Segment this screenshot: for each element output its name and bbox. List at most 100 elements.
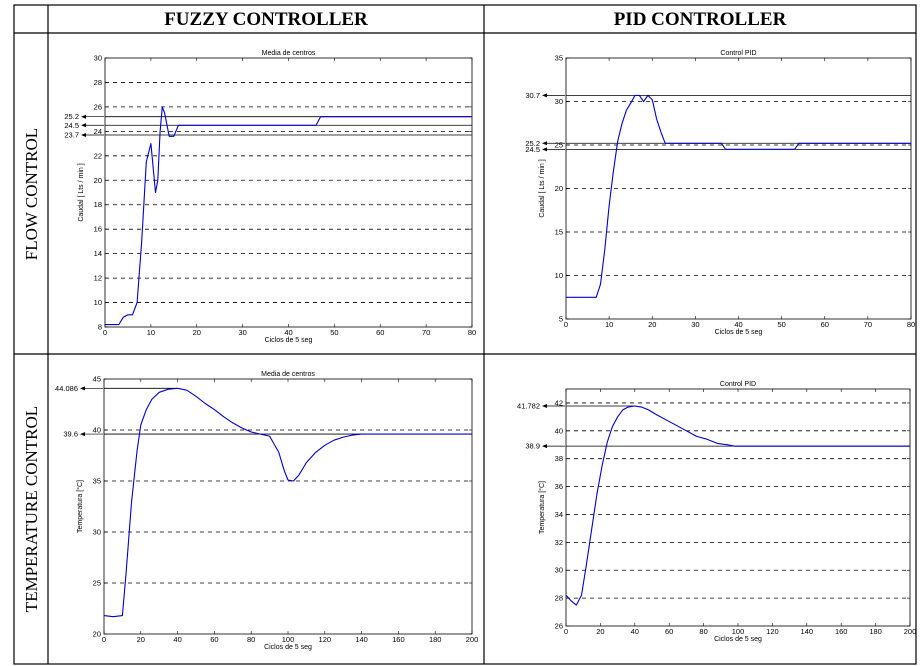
x-tick-label: 140 <box>801 627 814 636</box>
x-tick-label: 20 <box>137 635 145 644</box>
y-tick-label: 42 <box>555 398 563 407</box>
x-axis-label: Ciclos de 5 seg <box>265 337 313 344</box>
x-axis-label: Ciclos de 5 seg <box>714 636 762 643</box>
column-header-fuzzy: FUZZY CONTROLLER <box>164 9 368 30</box>
chart-title: Media de centros <box>261 371 315 378</box>
x-tick-label: 80 <box>468 328 476 337</box>
y-tick-label: 40 <box>555 426 563 435</box>
x-tick-label: 50 <box>330 328 338 337</box>
chart-title: Control PID <box>720 381 756 388</box>
table-borders <box>13 4 917 665</box>
x-tick-label: 200 <box>466 635 479 644</box>
x-tick-label: 60 <box>665 627 673 636</box>
y-tick-label: 38 <box>555 454 563 463</box>
y-axis-label: Temperatura [°C] <box>538 481 546 534</box>
x-tick-label: 0 <box>564 320 568 329</box>
x-tick-label: 180 <box>869 627 882 636</box>
annotation-label: 25.2 <box>525 139 540 148</box>
x-tick-label: 50 <box>777 320 785 329</box>
annotation-arrowhead <box>542 141 547 146</box>
annotation-label: 24.5 <box>64 121 79 130</box>
annotation-label: 39.6 <box>63 430 78 439</box>
x-tick-label: 100 <box>282 635 295 644</box>
x-tick-label: 60 <box>376 328 384 337</box>
x-tick-label: 140 <box>355 635 368 644</box>
annotation-label: 41.782 <box>517 401 540 410</box>
chart-temperature-pid: 26 28 30 32 34 36 38 40 42 0 20 40 60 80 100 120 140 160 1… <box>517 381 916 643</box>
y-tick-label: 45 <box>93 375 101 384</box>
y-tick-label: 16 <box>94 225 102 234</box>
y-tick-label: 35 <box>555 54 563 63</box>
series-line <box>105 106 472 326</box>
x-tick-label: 80 <box>247 635 255 644</box>
y-axis-label: Temperatura [°C] <box>76 480 84 533</box>
y-tick-label: 30 <box>93 528 101 537</box>
y-tick-label: 34 <box>555 510 563 519</box>
annotation-arrowhead <box>80 386 85 391</box>
x-tick-label: 20 <box>193 328 201 337</box>
y-tick-label: 26 <box>555 622 563 631</box>
series-line <box>103 387 472 618</box>
y-tick-label: 28 <box>555 594 563 603</box>
y-axis-label: Caudal [ Lts / min ] <box>539 159 546 217</box>
annotation-arrowhead <box>542 403 547 408</box>
annotation-arrowhead <box>81 123 86 128</box>
x-tick-label: 70 <box>864 320 872 329</box>
y-tick-label: 30 <box>94 54 102 63</box>
x-tick-label: 160 <box>392 635 405 644</box>
y-tick-label: 8 <box>98 323 102 332</box>
annotation-label: 30.7 <box>525 91 540 100</box>
chart-flow-fuzzy: 8 10 12 14 16 18 20 22 24 26 28 30 0 10 20 30 40 50 60 70 80… <box>64 50 476 344</box>
y-tick-label: 25 <box>93 579 101 588</box>
plot-area <box>565 388 911 627</box>
y-tick-label: 25 <box>555 141 563 150</box>
y-tick-label: 14 <box>94 249 102 258</box>
y-tick-label: 30 <box>555 97 563 106</box>
y-tick-label: 28 <box>94 78 102 87</box>
annotation-arrowhead <box>80 432 85 437</box>
chart-title: Media de centros <box>262 50 316 57</box>
x-tick-label: 200 <box>904 627 917 636</box>
plot-area <box>103 378 473 635</box>
x-tick-label: 60 <box>821 320 829 329</box>
row-label-flow: FLOW CONTROL <box>22 128 41 260</box>
annotation-arrowhead <box>542 93 547 98</box>
y-tick-label: 10 <box>94 298 102 307</box>
x-tick-label: 70 <box>422 328 430 337</box>
x-tick-label: 30 <box>691 320 699 329</box>
y-axis-label: Caudal [ Lts / min ] <box>78 163 85 221</box>
x-tick-label: 40 <box>734 320 742 329</box>
annotation-arrowhead <box>81 114 86 119</box>
annotation-arrowhead <box>542 147 547 152</box>
annotation-label: 23.7 <box>64 131 79 140</box>
plot-area <box>104 57 473 328</box>
x-tick-label: 60 <box>210 635 218 644</box>
y-tick-label: 40 <box>93 426 101 435</box>
x-tick-label: 0 <box>103 328 107 337</box>
x-tick-label: 20 <box>596 627 604 636</box>
y-tick-label: 20 <box>94 176 102 185</box>
x-tick-label: 20 <box>648 320 656 329</box>
x-axis-label: Ciclos de 5 seg <box>715 329 763 336</box>
x-tick-label: 180 <box>429 635 442 644</box>
annotation-label: 44.086 <box>55 384 78 393</box>
annotation-label: 24.5 <box>525 145 540 154</box>
y-tick-label: 30 <box>555 566 563 575</box>
column-header-pid: PID CONTROLLER <box>614 9 787 30</box>
chart-title: Control PID <box>720 50 756 57</box>
chart-flow-pid: 5 10 15 20 25 30 35 0 10 20 30 40 50 60 70 80 Control PI… <box>525 50 915 336</box>
y-tick-label: 35 <box>93 477 101 486</box>
x-tick-label: 40 <box>173 635 181 644</box>
x-tick-label: 40 <box>284 328 292 337</box>
annotation-label: 38.9 <box>525 442 540 451</box>
x-tick-label: 80 <box>699 627 707 636</box>
y-tick-label: 20 <box>555 184 563 193</box>
y-tick-label: 26 <box>94 102 102 111</box>
x-tick-label: 120 <box>319 635 332 644</box>
x-tick-label: 0 <box>564 627 568 636</box>
y-tick-label: 32 <box>555 538 563 547</box>
y-tick-label: 24 <box>94 127 102 136</box>
x-tick-label: 40 <box>631 627 639 636</box>
